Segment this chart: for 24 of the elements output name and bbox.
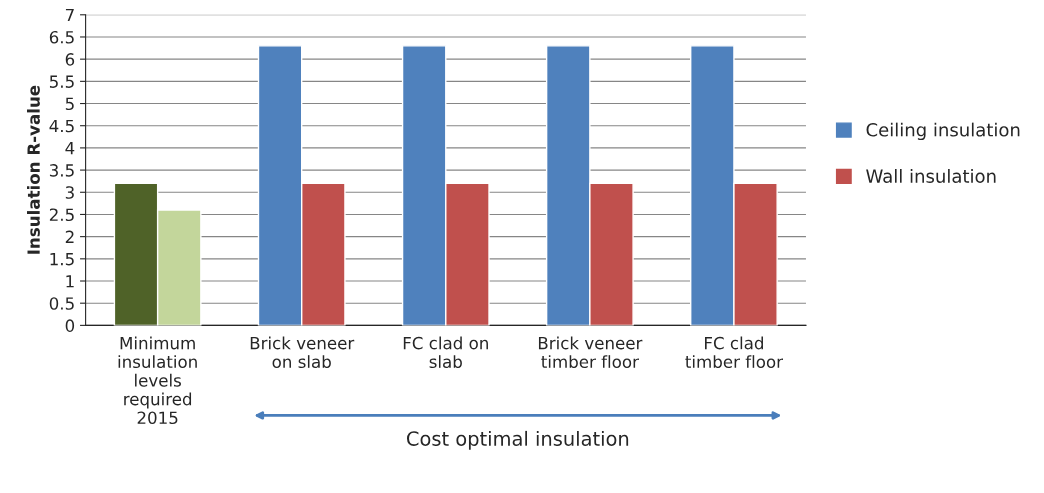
x-tick-label: Brick veneer on slab bbox=[250, 336, 355, 369]
legend-label: Ceiling insulation bbox=[866, 122, 1020, 141]
y-tick-label: 5.5 bbox=[49, 75, 74, 88]
y-tick-label: 4.5 bbox=[49, 119, 74, 133]
y-tick-label: 1.5 bbox=[50, 253, 74, 266]
y-tick-label: 1 bbox=[66, 275, 74, 288]
x-tick-label: Minimum insulation levels required 2015 bbox=[118, 336, 197, 425]
y-tick-label: 6 bbox=[65, 53, 75, 66]
y-tick-label: 0 bbox=[65, 319, 75, 332]
y-tick-label: 3 bbox=[65, 186, 74, 199]
legend-label: Wall insulation bbox=[866, 169, 996, 183]
y-tick-label: 5 bbox=[65, 97, 74, 111]
x-tick-label: Brick veneer timber floor bbox=[538, 336, 643, 369]
x-tick-label: FC clad timber floor bbox=[685, 336, 783, 369]
y-tick-label: 3.5 bbox=[49, 164, 74, 177]
y-tick-label: 0.5 bbox=[49, 297, 74, 310]
y-tick-label: 6.5 bbox=[49, 30, 74, 44]
y-axis-title: Insulation R-value bbox=[27, 85, 40, 254]
text: Cost optimal insulation bbox=[406, 430, 629, 450]
y-tick-label: 4 bbox=[65, 142, 75, 155]
y-tick-label: 2.5 bbox=[49, 208, 74, 222]
x-tick-label: FC clad on slab bbox=[403, 336, 488, 369]
y-tick-label: 7 bbox=[65, 8, 74, 22]
y-tick-label: 2 bbox=[65, 230, 74, 243]
